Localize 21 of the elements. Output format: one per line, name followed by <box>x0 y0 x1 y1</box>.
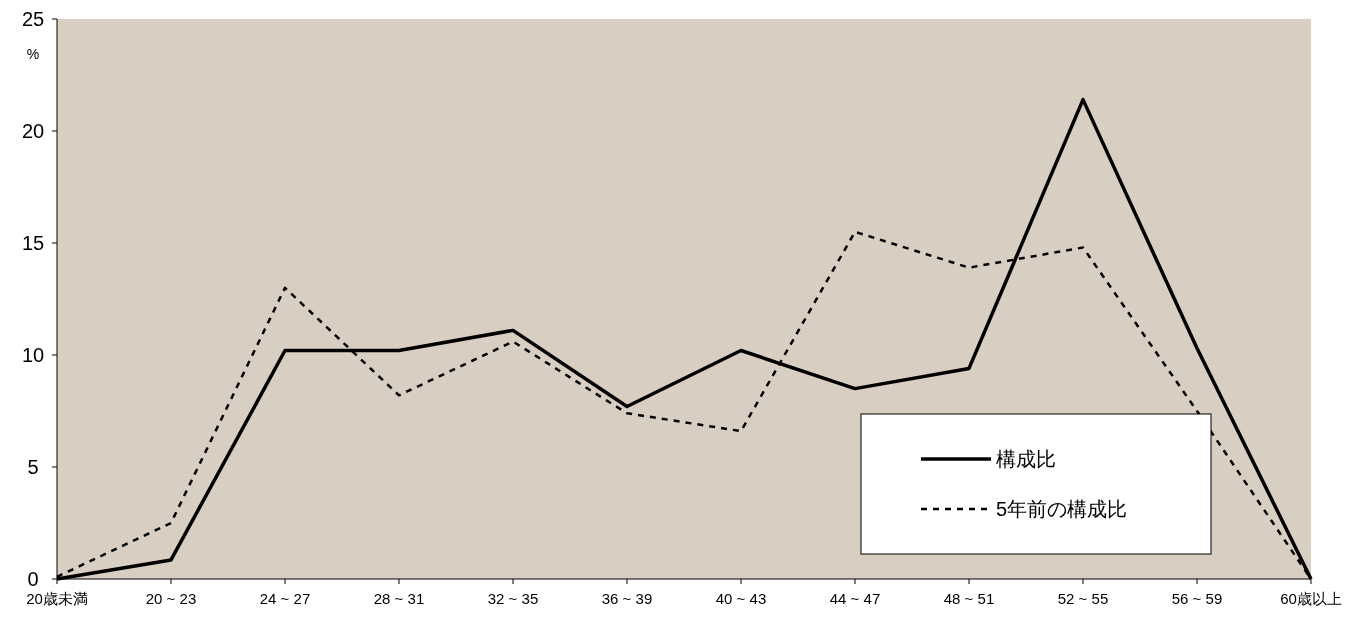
y-tick-label: 20 <box>21 120 45 142</box>
y-tick-label: 0 <box>27 568 39 590</box>
x-tick-label: 52 ~ 55 <box>1057 590 1109 607</box>
x-tick-label: 28 ~ 31 <box>373 590 425 607</box>
x-tick-label: 36 ~ 39 <box>601 590 653 607</box>
y-axis-title: % <box>26 46 40 62</box>
y-tick-label: 10 <box>21 344 45 366</box>
x-tick-label: 48 ~ 51 <box>943 590 995 607</box>
x-tick-label: 40 ~ 43 <box>715 590 767 607</box>
y-tick-label: 25 <box>21 8 45 30</box>
y-tick-label: 5 <box>27 456 39 478</box>
legend-label: 5年前の構成比 <box>996 498 1128 520</box>
legend-label: 構成比 <box>996 448 1056 470</box>
x-tick-label: 20 ~ 23 <box>145 590 197 607</box>
x-tick-label: 32 ~ 35 <box>487 590 539 607</box>
x-tick-label: 56 ~ 59 <box>1171 590 1223 607</box>
x-tick-label: 60歳以上 <box>1280 590 1342 607</box>
x-tick-label: 24 ~ 27 <box>259 590 311 607</box>
y-tick-label: 15 <box>21 232 45 254</box>
x-tick-label: 44 ~ 47 <box>829 590 881 607</box>
x-tick-label: 20歳未満 <box>26 590 88 607</box>
